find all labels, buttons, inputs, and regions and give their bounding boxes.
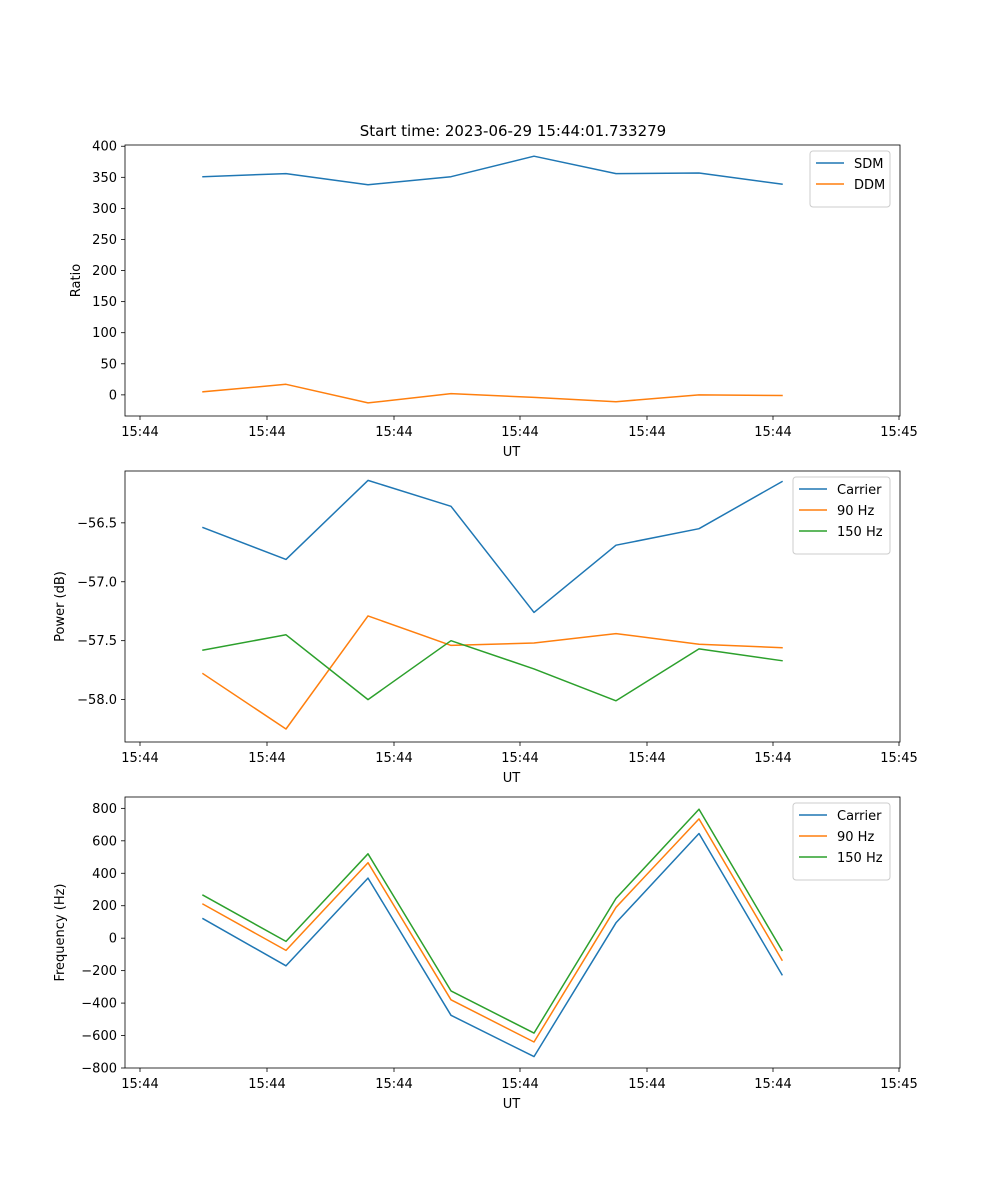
y-tick-label: 200 <box>92 264 117 279</box>
chart-panel-1: 15:44 15:44 15:44 15:44 15:44 15:44 15:45 UT 0 50… <box>69 140 918 460</box>
legend-label: DDM <box>854 178 885 193</box>
x-tick-label: 15:44 <box>121 425 158 440</box>
plot-area <box>124 144 901 417</box>
legend: SDM DDM <box>809 150 891 208</box>
legend-label: Carrier <box>837 809 882 824</box>
x-tick-label: 15:44 <box>121 751 158 766</box>
y-tick-label: 150 <box>92 295 117 310</box>
y-axis-label: Power (dB) <box>53 571 68 642</box>
y-tick-label: −200 <box>81 964 117 979</box>
series-line-sdm <box>202 155 783 186</box>
legend: Carrier 90 Hz 150 Hz <box>792 802 891 881</box>
legend-label: Carrier <box>837 483 882 498</box>
y-axis-label: Ratio <box>69 264 84 297</box>
legend-frame <box>792 476 891 555</box>
series-line-90-hz <box>201 615 783 730</box>
x-tick-label: 15:44 <box>375 1077 412 1092</box>
series-line-90-hz <box>201 818 784 1043</box>
legend-label: 150 Hz <box>837 851 883 866</box>
y-tick-label: 0 <box>109 932 117 947</box>
x-tick-label: 15:45 <box>880 425 917 440</box>
figure-title: Start time: 2023-06-29 15:44:01.733279 <box>360 122 666 140</box>
x-tick-label: 15:44 <box>501 1077 538 1092</box>
legend-label: SDM <box>854 157 883 172</box>
y-tick-label: −400 <box>81 997 117 1012</box>
y-tick-label: 400 <box>92 140 117 155</box>
plot-area <box>124 796 901 1069</box>
y-tick-label: 100 <box>92 326 117 341</box>
x-tick-label: 15:44 <box>754 751 791 766</box>
y-tick-label: 300 <box>92 202 117 217</box>
y-tick-label: −58.0 <box>77 693 117 708</box>
x-tick-label: 15:44 <box>248 1077 285 1092</box>
x-tick-label: 15:44 <box>248 425 285 440</box>
y-tick-label: 200 <box>92 899 117 914</box>
x-tick-label: 15:44 <box>628 425 665 440</box>
y-tick-label: 600 <box>92 834 117 849</box>
x-tick-label: 15:44 <box>501 751 538 766</box>
y-tick-label: 400 <box>92 867 117 882</box>
x-tick-label: 15:44 <box>121 1077 158 1092</box>
y-tick-label: 50 <box>100 357 117 372</box>
y-axis-label: Frequency (Hz) <box>53 883 68 981</box>
x-axis-label: UT <box>503 445 521 460</box>
x-tick-label: 15:45 <box>880 1077 917 1092</box>
legend: Carrier 90 Hz 150 Hz <box>792 476 891 555</box>
legend-frame <box>792 802 891 881</box>
x-tick-label: 15:44 <box>754 1077 791 1092</box>
series-line-carrier <box>201 832 784 1058</box>
panels: 15:44 15:44 15:44 15:44 15:44 15:44 15:45 UT 0 50… <box>53 140 918 1112</box>
x-tick-label: 15:44 <box>248 751 285 766</box>
x-tick-label: 15:44 <box>501 425 538 440</box>
series-line-150-hz <box>201 808 784 1034</box>
y-tick-label: 350 <box>92 171 117 186</box>
chart-panel-2: 15:44 15:44 15:44 15:44 15:44 15:44 15:45 UT −58… <box>53 470 918 786</box>
plot-area <box>124 470 901 743</box>
series-line-ddm <box>202 383 783 404</box>
x-axis-label: UT <box>503 771 521 786</box>
y-tick-label: −57.0 <box>77 575 117 590</box>
y-tick-label: −800 <box>81 1062 117 1077</box>
x-tick-label: 15:44 <box>375 751 412 766</box>
y-tick-label: 250 <box>92 233 117 248</box>
chart-panel-3: 15:44 15:44 15:44 15:44 15:44 15:44 15:45 UT −80… <box>53 796 918 1112</box>
y-tick-label: 0 <box>109 388 117 403</box>
series-line-carrier <box>202 479 784 614</box>
y-tick-label: −56.5 <box>77 516 117 531</box>
x-tick-label: 15:45 <box>880 751 917 766</box>
legend-label: 90 Hz <box>837 830 874 845</box>
legend-frame <box>809 150 891 208</box>
y-tick-label: 800 <box>92 802 117 817</box>
legend-label: 90 Hz <box>837 504 874 519</box>
series-line-150-hz <box>202 634 783 702</box>
y-tick-label: −57.5 <box>77 634 117 649</box>
x-axis-label: UT <box>503 1097 521 1112</box>
x-tick-label: 15:44 <box>375 425 412 440</box>
x-tick-label: 15:44 <box>628 751 665 766</box>
x-tick-label: 15:44 <box>754 425 791 440</box>
y-tick-label: −600 <box>81 1029 117 1044</box>
x-tick-label: 15:44 <box>628 1077 665 1092</box>
legend-label: 150 Hz <box>837 525 883 540</box>
